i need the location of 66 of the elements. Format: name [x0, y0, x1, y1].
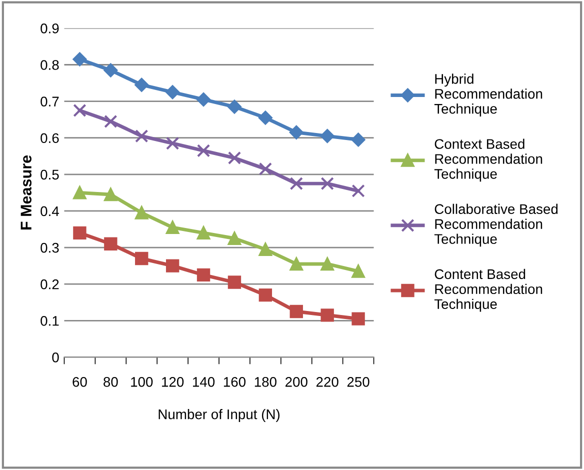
legend-label: Context Based Recommendation Technique — [434, 138, 542, 182]
x-tick-label: 160 — [224, 377, 246, 387]
y-tick-label: 0.3 — [40, 242, 59, 253]
point — [352, 184, 365, 198]
y-tick-label: 0.1 — [40, 316, 59, 326]
point — [320, 129, 334, 143]
point — [72, 52, 87, 66]
point — [166, 220, 180, 234]
point — [104, 188, 118, 202]
point — [196, 92, 210, 106]
x-axis-title: Number of Input (N) — [158, 409, 280, 422]
point — [73, 226, 86, 240]
point — [228, 232, 242, 245]
legend-label: Content Based Recommendation Technique — [434, 268, 542, 312]
y-tick-label: 0.6 — [40, 133, 59, 144]
point — [352, 264, 365, 278]
x-tick-label: 180 — [254, 377, 276, 387]
x-tick-label: 220 — [316, 377, 338, 387]
point — [290, 304, 303, 318]
y-tick-label: 0.7 — [40, 96, 59, 106]
point — [258, 110, 272, 125]
point — [290, 257, 303, 271]
x-tick-label: 80 — [104, 377, 118, 387]
y-tick-label: 0.5 — [40, 170, 59, 180]
y-tick-label: 0.2 — [40, 279, 59, 290]
point — [135, 129, 148, 143]
point — [228, 100, 242, 114]
point — [135, 206, 148, 220]
x-tick-label: 60 — [72, 377, 87, 387]
point — [196, 226, 210, 240]
y-axis-title: F Measure — [20, 155, 32, 230]
point — [166, 136, 180, 150]
legend-label: Collaborative Based Recommendation Technique — [434, 204, 558, 247]
x-tick-label: 200 — [285, 377, 308, 387]
point — [196, 268, 210, 282]
point — [166, 259, 180, 272]
y-tick-label: 0.8 — [40, 60, 59, 70]
point — [135, 252, 148, 266]
point — [258, 162, 272, 176]
point — [134, 78, 149, 92]
point — [352, 312, 365, 326]
point — [320, 257, 334, 271]
point — [320, 308, 334, 322]
point — [228, 276, 242, 289]
x-tick-label: 100 — [131, 377, 153, 387]
x-tick-label: 120 — [162, 377, 184, 387]
point — [320, 176, 334, 190]
legend-label: Hybrid Recommendation Technique — [434, 74, 542, 116]
point — [73, 186, 86, 200]
point — [104, 63, 118, 78]
y-tick-label: 0 — [52, 352, 59, 362]
point — [228, 151, 242, 165]
point — [258, 288, 272, 302]
x-tick-label: 250 — [347, 377, 370, 387]
point — [258, 242, 272, 256]
y-tick-label: 0.9 — [40, 24, 59, 34]
point — [290, 176, 303, 190]
point — [196, 144, 210, 158]
point — [73, 104, 86, 118]
point — [104, 114, 118, 128]
point — [351, 132, 366, 147]
point — [166, 85, 180, 100]
x-tick-label: 140 — [193, 377, 215, 387]
y-tick-label: 0.4 — [40, 206, 59, 216]
point — [104, 237, 118, 250]
point — [289, 125, 304, 140]
